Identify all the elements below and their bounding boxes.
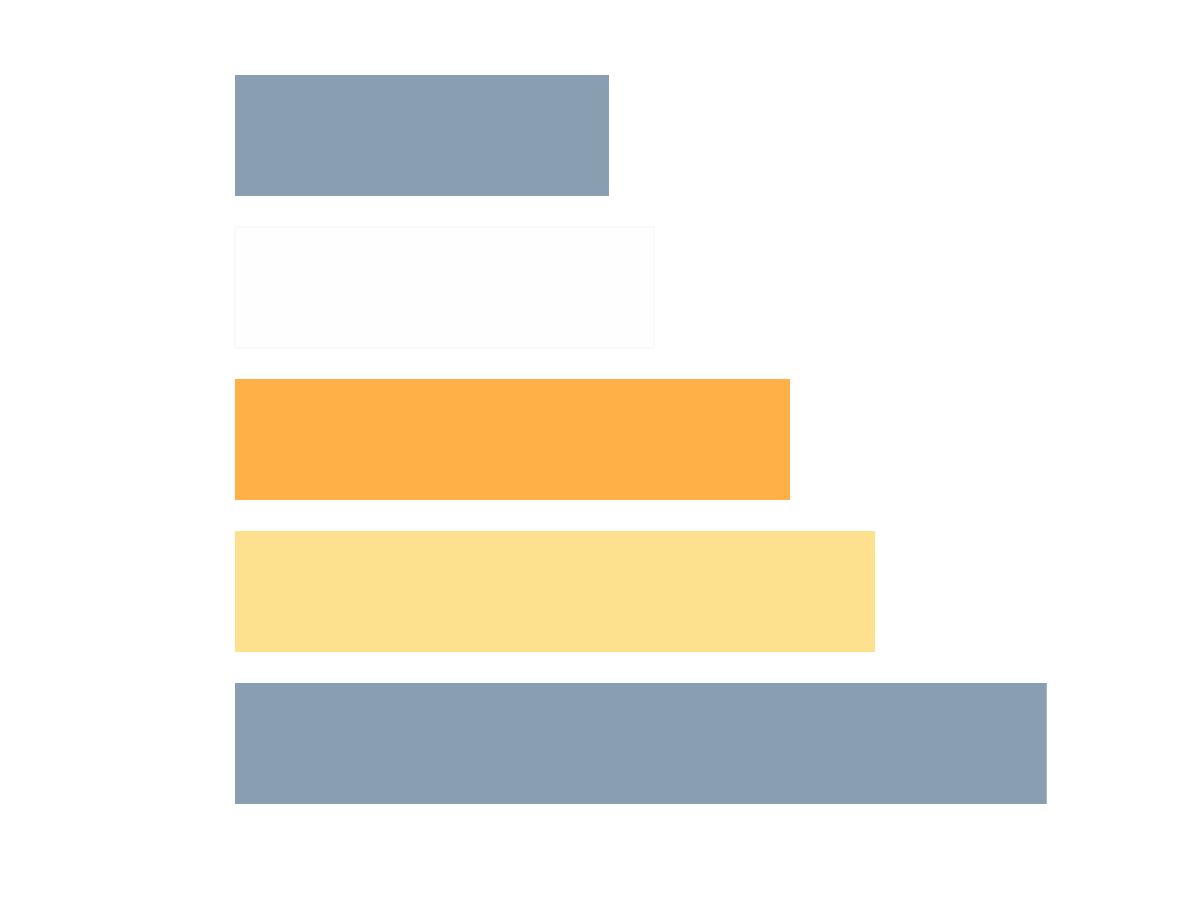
bar-5 [235, 683, 1047, 804]
bar-3 [235, 379, 791, 500]
bar-2 [234, 226, 655, 349]
bar-1 [235, 75, 609, 196]
bar-4 [235, 531, 876, 652]
bars-group [234, 75, 1047, 804]
